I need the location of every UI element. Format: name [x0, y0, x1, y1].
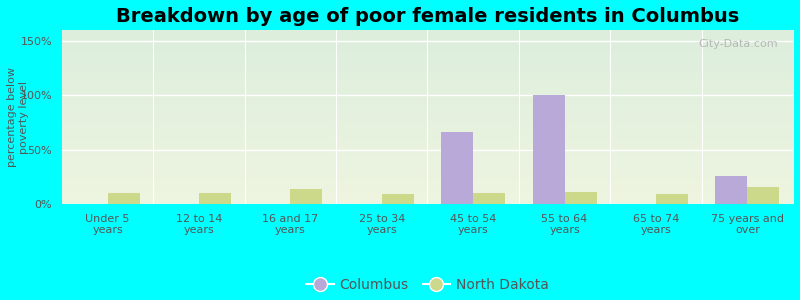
Bar [747, 187, 779, 204]
Bar [441, 132, 473, 204]
Bar [382, 194, 414, 204]
Text: City-Data.com: City-Data.com [699, 39, 778, 49]
Legend: Columbus, North Dakota: Columbus, North Dakota [301, 273, 554, 298]
Title: Breakdown by age of poor female residents in Columbus: Breakdown by age of poor female resident… [116, 7, 739, 26]
Bar [565, 192, 597, 204]
Bar [656, 194, 688, 204]
Bar [107, 193, 139, 204]
Y-axis label: percentage below
poverty level: percentage below poverty level [7, 67, 29, 167]
Bar [473, 193, 505, 204]
Bar [199, 193, 231, 204]
Bar [290, 189, 322, 204]
Bar [715, 176, 747, 204]
Bar [533, 95, 565, 204]
